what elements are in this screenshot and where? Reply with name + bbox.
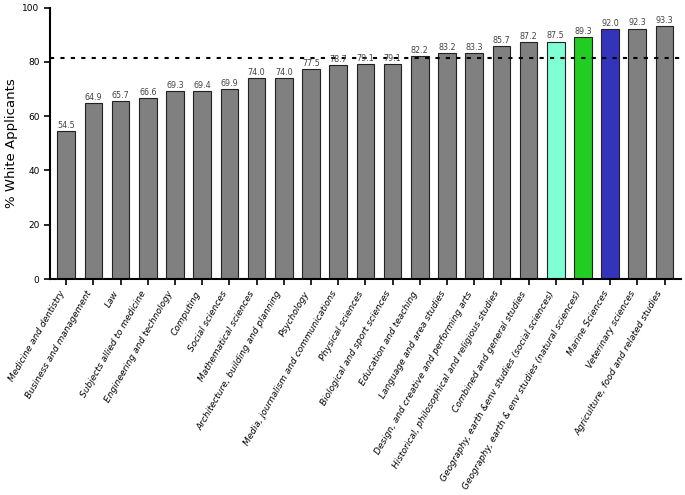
Bar	[356, 64, 374, 279]
Bar	[112, 101, 129, 279]
Text: 66.6: 66.6	[139, 88, 157, 97]
Bar	[221, 89, 238, 279]
Text: 78.7: 78.7	[329, 55, 347, 64]
Bar	[547, 42, 564, 279]
Text: 92.0: 92.0	[601, 19, 619, 28]
Text: 87.2: 87.2	[520, 32, 538, 41]
Bar	[139, 99, 157, 279]
Text: 83.3: 83.3	[465, 43, 483, 52]
Text: 77.5: 77.5	[302, 58, 320, 68]
Bar	[493, 47, 510, 279]
Text: 69.9: 69.9	[221, 79, 238, 88]
Text: 89.3: 89.3	[574, 27, 592, 36]
Bar	[628, 29, 646, 279]
Bar	[411, 56, 429, 279]
Bar	[193, 91, 211, 279]
Bar	[520, 43, 537, 279]
Text: 93.3: 93.3	[656, 16, 673, 25]
Text: 79.1: 79.1	[384, 54, 401, 63]
Bar	[84, 103, 102, 279]
Bar	[58, 131, 75, 279]
Text: 65.7: 65.7	[112, 91, 129, 99]
Text: 79.1: 79.1	[356, 54, 374, 63]
Text: 85.7: 85.7	[493, 37, 510, 46]
Y-axis label: % White Applicants: % White Applicants	[5, 79, 18, 208]
Text: 69.4: 69.4	[193, 81, 211, 90]
Text: 74.0: 74.0	[275, 68, 292, 77]
Text: 64.9: 64.9	[85, 93, 102, 102]
Text: 74.0: 74.0	[248, 68, 265, 77]
Text: 69.3: 69.3	[166, 81, 184, 90]
Bar	[601, 29, 619, 279]
Bar	[574, 37, 592, 279]
Text: 92.3: 92.3	[628, 18, 646, 28]
Bar	[275, 78, 292, 279]
Bar	[248, 78, 265, 279]
Text: 82.2: 82.2	[411, 46, 429, 55]
Bar	[329, 65, 347, 279]
Bar	[656, 26, 673, 279]
Text: 54.5: 54.5	[58, 121, 75, 130]
Text: 87.5: 87.5	[547, 32, 564, 41]
Bar	[302, 69, 320, 279]
Bar	[465, 53, 483, 279]
Bar	[166, 91, 184, 279]
Bar	[384, 64, 401, 279]
Bar	[438, 53, 456, 279]
Text: 83.2: 83.2	[438, 43, 456, 52]
